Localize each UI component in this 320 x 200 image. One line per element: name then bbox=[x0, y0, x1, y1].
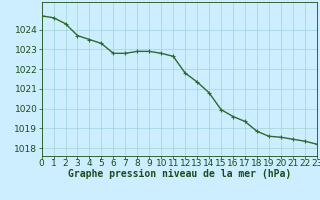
X-axis label: Graphe pression niveau de la mer (hPa): Graphe pression niveau de la mer (hPa) bbox=[68, 169, 291, 179]
